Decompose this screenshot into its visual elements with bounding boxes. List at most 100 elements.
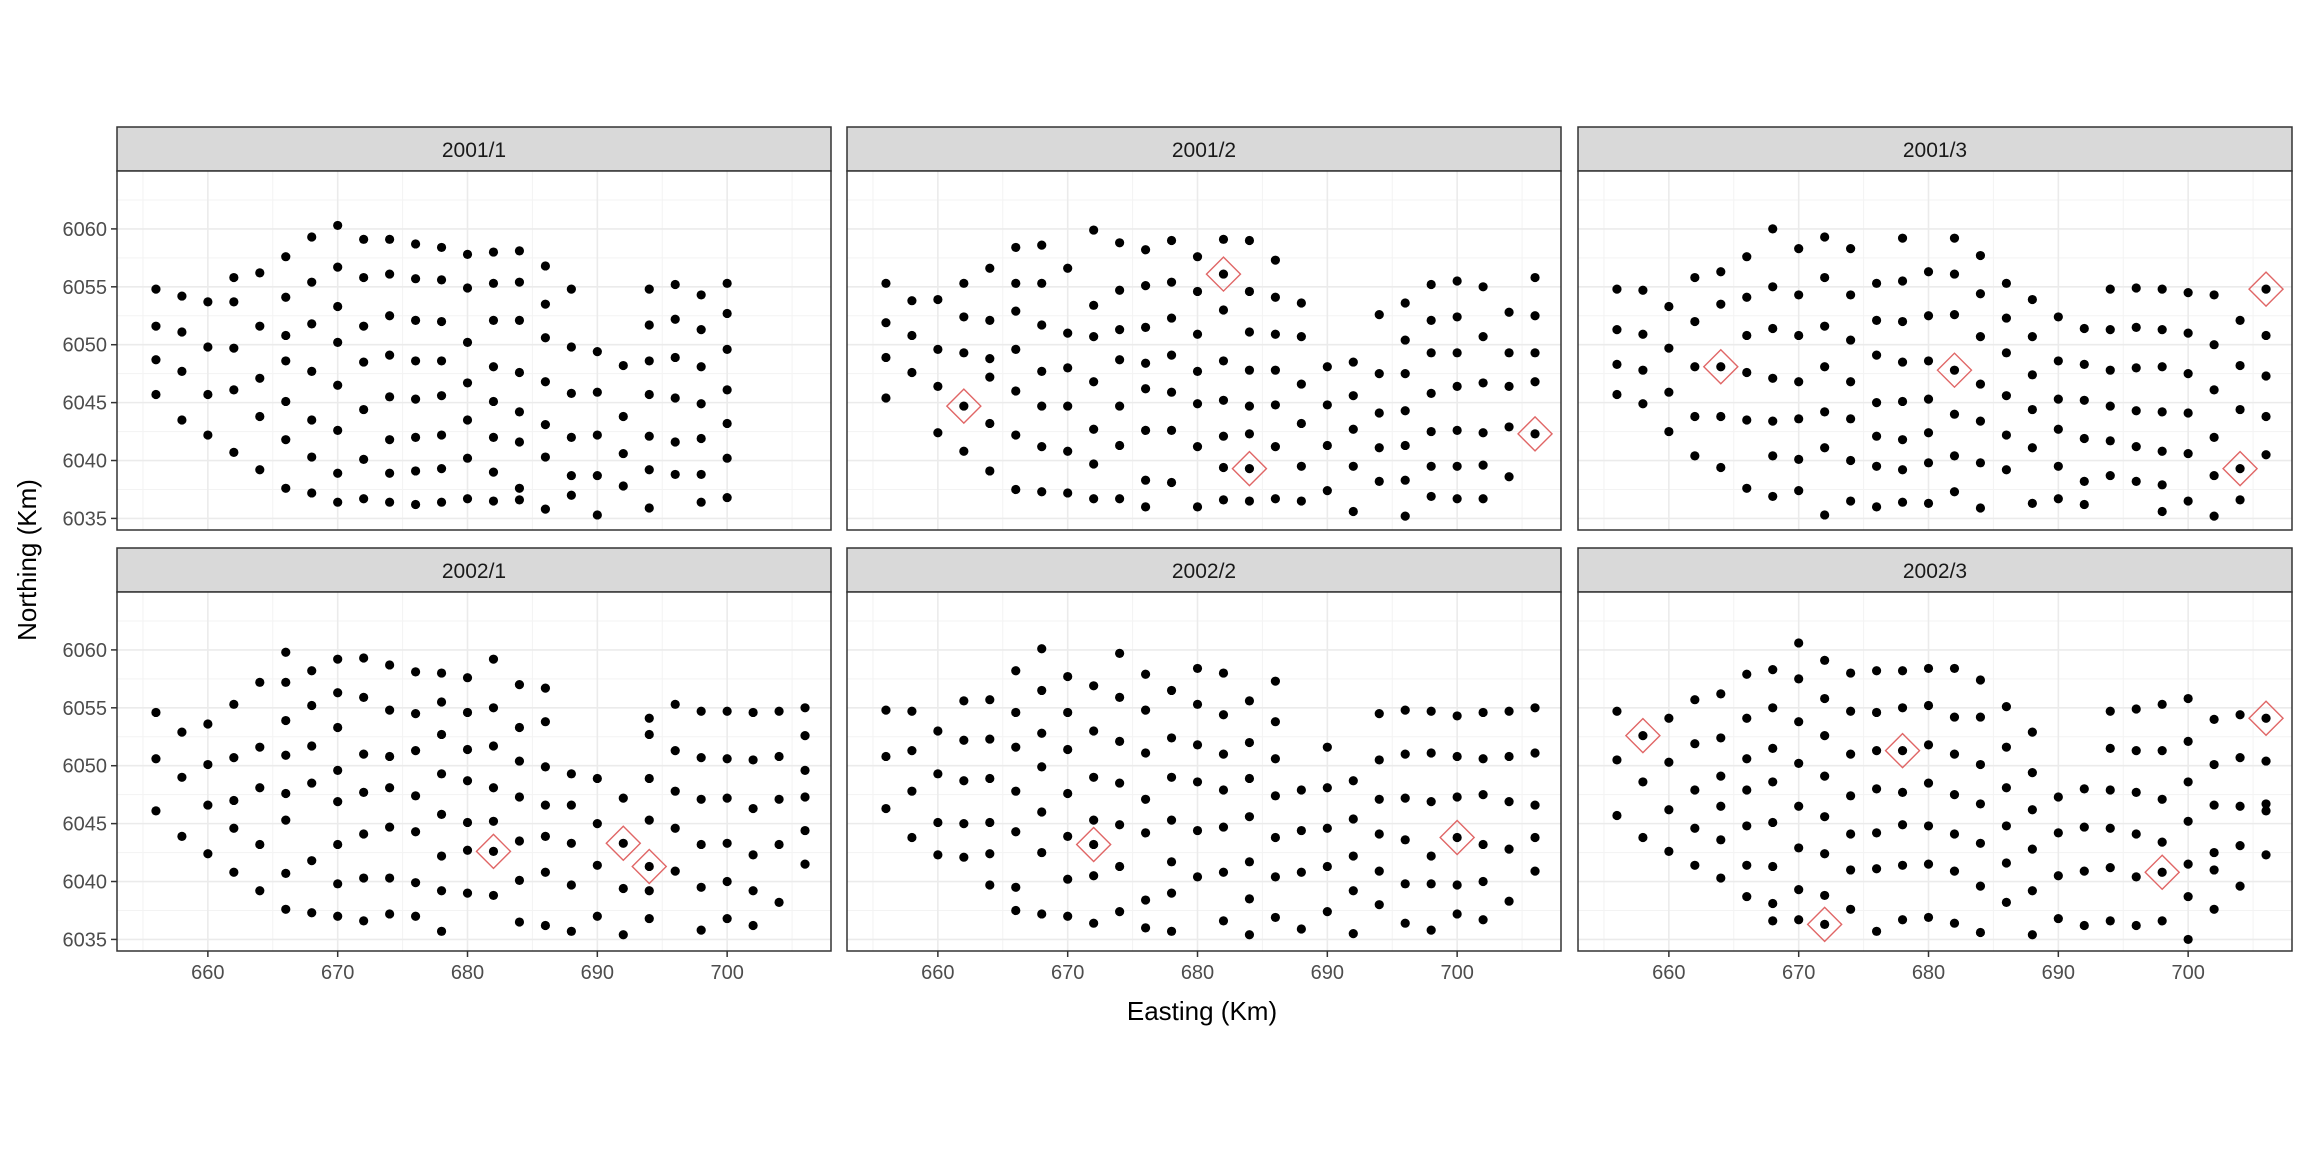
data-point — [2235, 464, 2245, 474]
data-point — [2053, 494, 2063, 504]
data-point — [1716, 801, 1726, 811]
data-point — [540, 261, 551, 271]
data-point — [2105, 325, 2115, 335]
x-tick-label: 690 — [1311, 962, 1344, 984]
data-point — [2001, 391, 2011, 401]
data-point — [959, 819, 969, 829]
data-point — [2209, 290, 2219, 300]
data-point — [1897, 746, 1908, 756]
data-point — [1949, 310, 1960, 320]
data-point — [488, 432, 499, 442]
data-point — [2209, 432, 2219, 442]
data-point — [1716, 411, 1726, 422]
y-tick-label: 6035 — [63, 508, 108, 530]
data-point — [1270, 791, 1280, 801]
data-point — [1820, 693, 1830, 704]
data-point — [307, 452, 317, 462]
facet-strip — [1577, 126, 2293, 172]
data-point — [2027, 886, 2037, 896]
data-point — [644, 284, 654, 294]
data-point — [670, 314, 680, 324]
data-point — [1871, 666, 1882, 676]
data-point — [1871, 707, 1882, 718]
data-point — [1452, 751, 1462, 762]
data-point — [1244, 857, 1255, 867]
data-point — [1426, 388, 1436, 398]
data-point — [1975, 458, 1986, 468]
data-point — [462, 249, 473, 259]
data-point — [1270, 365, 1280, 375]
facet-panel: 2002/1 6035 6040 6045 6050 6055 6060 660 670 680 6… — [63, 547, 832, 984]
data-point — [410, 827, 421, 837]
x-tick-label: 700 — [2171, 962, 2204, 984]
data-point — [1140, 828, 1151, 838]
data-point — [644, 389, 654, 400]
data-point — [2183, 934, 2193, 945]
data-point — [1794, 486, 1804, 496]
data-point — [488, 315, 499, 325]
data-point — [177, 291, 187, 301]
data-point — [933, 344, 943, 354]
data-point — [592, 911, 602, 921]
data-point — [255, 783, 265, 793]
data-point — [359, 916, 369, 926]
data-point — [800, 765, 810, 775]
data-point — [1897, 357, 1908, 367]
data-point — [1244, 773, 1255, 784]
data-point — [1504, 472, 1514, 482]
data-point — [514, 875, 525, 885]
data-point — [1871, 278, 1882, 288]
data-point — [1820, 849, 1830, 859]
data-point — [540, 420, 551, 430]
data-point — [1690, 860, 1700, 870]
data-point — [748, 920, 758, 931]
data-point — [670, 823, 680, 833]
highlight-diamond — [945, 388, 982, 425]
data-point — [1530, 800, 1540, 810]
data-point — [1975, 250, 1986, 261]
data-point — [151, 355, 161, 365]
data-point — [1192, 286, 1203, 297]
data-point — [540, 920, 551, 931]
data-point — [1374, 708, 1384, 719]
data-point — [1846, 290, 1856, 300]
data-point — [1166, 888, 1177, 898]
data-point — [2105, 284, 2115, 294]
data-point — [1794, 885, 1804, 895]
y-tick-label: 6045 — [63, 814, 108, 836]
data-point — [1923, 428, 1934, 438]
data-point — [359, 494, 369, 504]
data-point — [514, 277, 525, 287]
data-point — [2235, 710, 2245, 720]
data-point — [1115, 494, 1125, 504]
data-point — [307, 908, 317, 918]
data-point — [1794, 717, 1804, 727]
data-point — [1140, 669, 1151, 679]
data-point — [1478, 839, 1488, 850]
data-point — [2157, 837, 2167, 847]
data-point — [2001, 821, 2011, 831]
data-point — [644, 861, 654, 872]
data-point — [1768, 664, 1778, 675]
data-point — [1897, 465, 1908, 475]
data-point — [203, 342, 213, 352]
data-point — [385, 873, 395, 883]
data-point — [359, 787, 369, 797]
data-point — [1664, 757, 1674, 767]
data-point — [514, 246, 525, 256]
data-point — [748, 707, 758, 718]
data-point — [1218, 234, 1229, 244]
data-point — [385, 435, 395, 445]
data-point — [2157, 407, 2167, 417]
data-point — [1846, 414, 1856, 424]
data-point — [410, 746, 421, 756]
data-point — [2261, 713, 2271, 723]
data-point — [1768, 224, 1778, 234]
data-point — [462, 744, 473, 755]
data-point — [1218, 431, 1229, 441]
data-point — [1063, 401, 1073, 411]
data-point — [540, 504, 551, 514]
panel-border — [846, 591, 1562, 952]
data-point — [1166, 277, 1177, 287]
